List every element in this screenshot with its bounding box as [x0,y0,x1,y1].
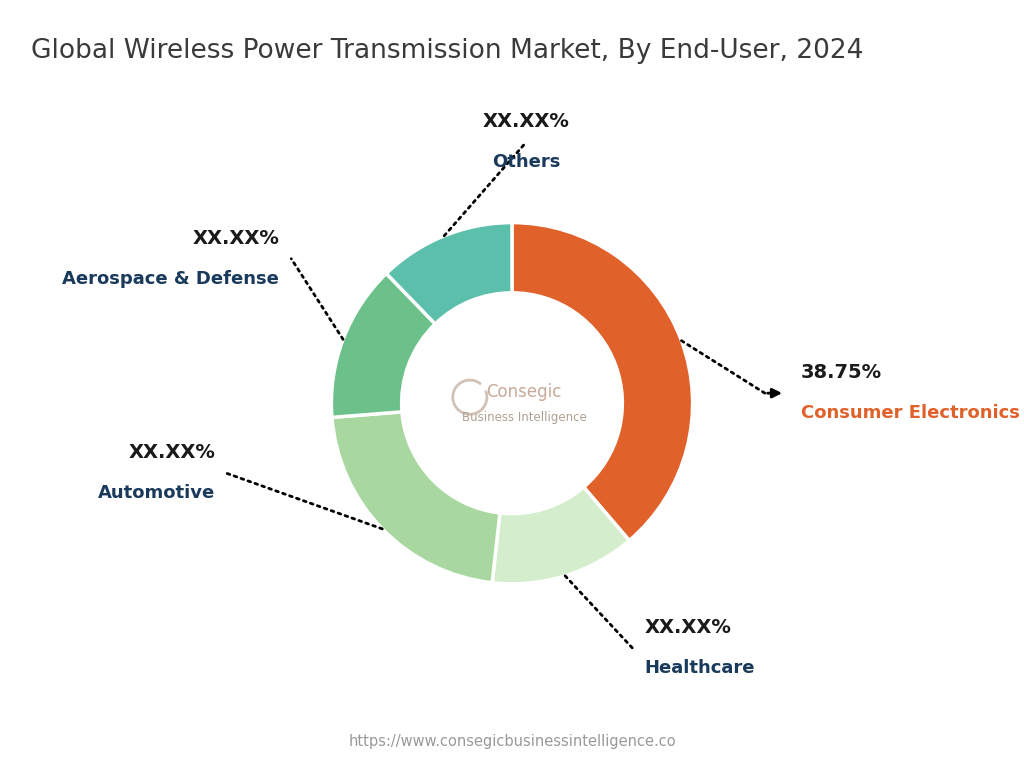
Text: Consegic: Consegic [486,383,562,401]
Text: Business Intelligence: Business Intelligence [462,411,587,424]
Wedge shape [332,412,500,583]
Text: Healthcare: Healthcare [644,659,755,677]
Text: Automotive: Automotive [97,485,215,502]
Text: 38.75%: 38.75% [801,363,882,382]
Text: Others: Others [492,154,560,171]
Text: Global Wireless Power Transmission Market, By End-User, 2024: Global Wireless Power Transmission Marke… [31,38,863,65]
Text: XX.XX%: XX.XX% [128,443,215,462]
Text: https://www.consegicbusinessintelligence.co: https://www.consegicbusinessintelligence… [348,733,676,749]
Text: Aerospace & Defense: Aerospace & Defense [62,270,280,288]
Wedge shape [512,223,692,541]
Wedge shape [386,223,512,324]
Text: XX.XX%: XX.XX% [193,229,280,248]
Wedge shape [332,273,435,417]
Text: XX.XX%: XX.XX% [644,618,731,637]
Text: Consumer Electronics: Consumer Electronics [801,404,1020,422]
Text: XX.XX%: XX.XX% [482,112,569,131]
Wedge shape [493,487,630,584]
